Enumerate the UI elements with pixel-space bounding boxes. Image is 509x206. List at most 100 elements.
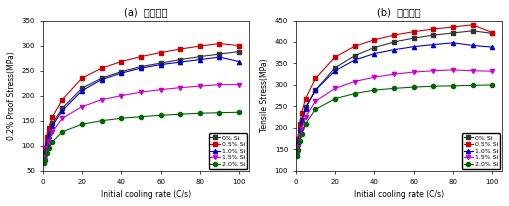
1.5% Si: [469, 70, 475, 72]
0.5% Si: [371, 39, 377, 41]
0.5% Si: [99, 67, 105, 69]
2.0% Si: [157, 114, 163, 116]
0.5% Si: [45, 127, 51, 130]
1.0% Si: [450, 42, 456, 44]
0% Si: [352, 55, 358, 57]
0.5% Si: [294, 147, 300, 150]
2.0% Si: [469, 84, 475, 87]
0% Si: [43, 139, 49, 142]
Line: 2.0% Si: 2.0% Si: [295, 83, 494, 158]
0% Si: [469, 30, 475, 32]
0.5% Si: [352, 45, 358, 48]
0% Si: [197, 55, 203, 58]
1.5% Si: [236, 83, 242, 86]
2.0% Si: [41, 162, 47, 165]
0% Si: [489, 32, 495, 35]
1.5% Si: [489, 70, 495, 73]
1.5% Si: [352, 80, 358, 83]
Line: 1.0% Si: 1.0% Si: [42, 55, 241, 162]
1.5% Si: [49, 131, 55, 133]
2.0% Si: [59, 131, 65, 133]
0% Si: [430, 34, 436, 36]
Line: 0.5% Si: 0.5% Si: [42, 41, 241, 159]
0.5% Si: [391, 34, 397, 36]
Title: (a)  항복강도: (a) 항복강도: [124, 7, 167, 17]
0.5% Si: [302, 97, 308, 100]
0% Si: [45, 132, 51, 135]
0% Si: [216, 53, 222, 55]
0.5% Si: [49, 116, 55, 118]
0% Si: [42, 150, 48, 152]
2.0% Si: [138, 116, 144, 118]
0.5% Si: [430, 28, 436, 30]
0.5% Si: [43, 136, 49, 138]
1.0% Si: [430, 43, 436, 46]
2.0% Si: [49, 140, 55, 143]
1.0% Si: [489, 46, 495, 48]
Legend: 0% Si, 0.5% Si, 1.0% Si, 1.5% Si, 2.0% Si: 0% Si, 0.5% Si, 1.0% Si, 1.5% Si, 2.0% S…: [209, 133, 247, 169]
1.0% Si: [118, 72, 124, 74]
Line: 1.5% Si: 1.5% Si: [295, 68, 494, 157]
1.0% Si: [59, 109, 65, 112]
0% Si: [313, 89, 319, 91]
2.0% Si: [197, 112, 203, 115]
1.5% Si: [157, 88, 163, 91]
1.5% Si: [391, 73, 397, 75]
X-axis label: Initial cooling rate (C/s): Initial cooling rate (C/s): [354, 190, 444, 199]
0.5% Si: [299, 112, 305, 114]
2.0% Si: [411, 86, 417, 88]
2.0% Si: [297, 139, 303, 142]
Title: (b)  인장강도: (b) 인장강도: [377, 7, 421, 17]
Line: 0% Si: 0% Si: [295, 29, 494, 152]
2.0% Si: [430, 85, 436, 88]
1.5% Si: [99, 98, 105, 101]
0% Si: [299, 119, 305, 121]
1.0% Si: [371, 52, 377, 55]
2.0% Si: [216, 111, 222, 114]
1.0% Si: [49, 124, 55, 127]
2.0% Si: [352, 92, 358, 95]
1.5% Si: [332, 87, 338, 90]
2.0% Si: [450, 85, 456, 87]
1.0% Si: [43, 142, 49, 145]
0.5% Si: [313, 77, 319, 80]
0.5% Si: [41, 156, 47, 158]
2.0% Si: [45, 147, 51, 150]
1.5% Si: [59, 117, 65, 119]
2.0% Si: [295, 149, 301, 151]
1.5% Si: [177, 87, 183, 89]
0.5% Si: [469, 23, 475, 26]
Line: 2.0% Si: 2.0% Si: [42, 110, 241, 165]
1.0% Si: [236, 60, 242, 63]
0.5% Si: [138, 55, 144, 58]
0% Si: [295, 140, 301, 143]
Y-axis label: Tensile Stress(MPa): Tensile Stress(MPa): [260, 59, 269, 132]
0% Si: [411, 37, 417, 39]
0% Si: [177, 58, 183, 61]
0.5% Si: [236, 44, 242, 47]
1.5% Si: [118, 94, 124, 97]
1.0% Si: [391, 48, 397, 51]
1.5% Si: [294, 153, 300, 156]
1.0% Si: [295, 142, 301, 144]
1.5% Si: [299, 128, 305, 130]
2.0% Si: [99, 119, 105, 122]
0% Si: [49, 122, 55, 124]
1.5% Si: [138, 91, 144, 93]
0.5% Si: [118, 60, 124, 63]
Legend: 0% Si, 0.5% Si, 1.0% Si, 1.5% Si, 2.0% Si: 0% Si, 0.5% Si, 1.0% Si, 1.5% Si, 2.0% S…: [462, 133, 500, 169]
1.5% Si: [297, 135, 303, 138]
1.5% Si: [371, 76, 377, 78]
2.0% Si: [236, 111, 242, 114]
0% Si: [79, 87, 85, 89]
0.5% Si: [42, 147, 48, 150]
0% Si: [332, 67, 338, 69]
1.0% Si: [299, 120, 305, 123]
0.5% Si: [489, 31, 495, 34]
0% Si: [59, 107, 65, 109]
2.0% Si: [118, 117, 124, 119]
0.5% Si: [177, 48, 183, 50]
Line: 1.0% Si: 1.0% Si: [295, 41, 494, 154]
0% Si: [297, 128, 303, 130]
1.5% Si: [450, 69, 456, 71]
